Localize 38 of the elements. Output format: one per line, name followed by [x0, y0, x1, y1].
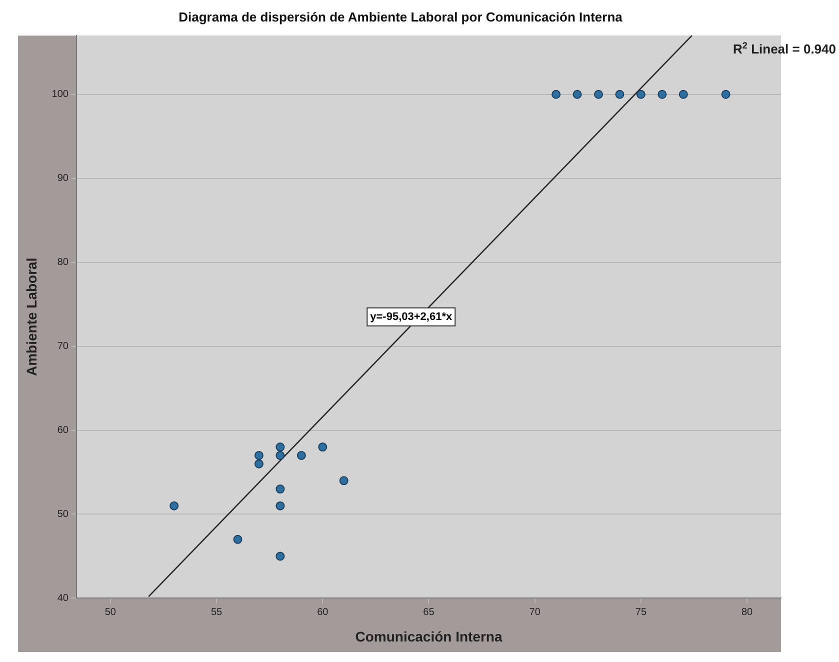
- x-tick-label: 75: [635, 606, 647, 618]
- point: [276, 450, 285, 460]
- point: [572, 90, 582, 99]
- y-axis-title: Ambiente Laboral: [23, 258, 40, 376]
- point: [276, 501, 285, 510]
- y-tick-label: 100: [52, 89, 69, 100]
- point: [170, 501, 179, 510]
- y-tick-label: 80: [57, 257, 69, 268]
- y-tick-label: 50: [57, 508, 69, 520]
- point: [721, 90, 730, 99]
- point: [296, 450, 306, 460]
- y-tick-label: 90: [57, 173, 69, 184]
- point: [276, 442, 285, 452]
- chart-title: Diagrama de dispersión de Ambiente Laboral por Comunicación Interna: [178, 9, 624, 24]
- point: [552, 90, 561, 99]
- point: [339, 476, 348, 486]
- y-tick-label: 40: [57, 592, 69, 604]
- x-axis-title: Comunicación Interna: [355, 628, 502, 644]
- point: [276, 484, 285, 494]
- point: [678, 90, 688, 99]
- point: [276, 552, 285, 561]
- x-tick-label: 80: [741, 606, 754, 618]
- point: [636, 90, 646, 99]
- point: [254, 450, 264, 460]
- x-tick-label: 50: [104, 606, 116, 618]
- point: [594, 90, 604, 99]
- x-tick-label: 60: [317, 606, 329, 618]
- point: [254, 459, 264, 468]
- point: [233, 534, 242, 544]
- point: [658, 90, 667, 99]
- y-tick-label: 70: [57, 341, 69, 352]
- point: [318, 442, 328, 452]
- annotation: y=-95,03+2,61*x: [370, 310, 453, 323]
- x-tick-label: 65: [423, 606, 435, 618]
- x-tick-label: 55: [210, 606, 223, 618]
- point: [615, 90, 624, 99]
- x-tick-label: 70: [529, 606, 541, 618]
- y-tick-label: 60: [57, 425, 69, 436]
